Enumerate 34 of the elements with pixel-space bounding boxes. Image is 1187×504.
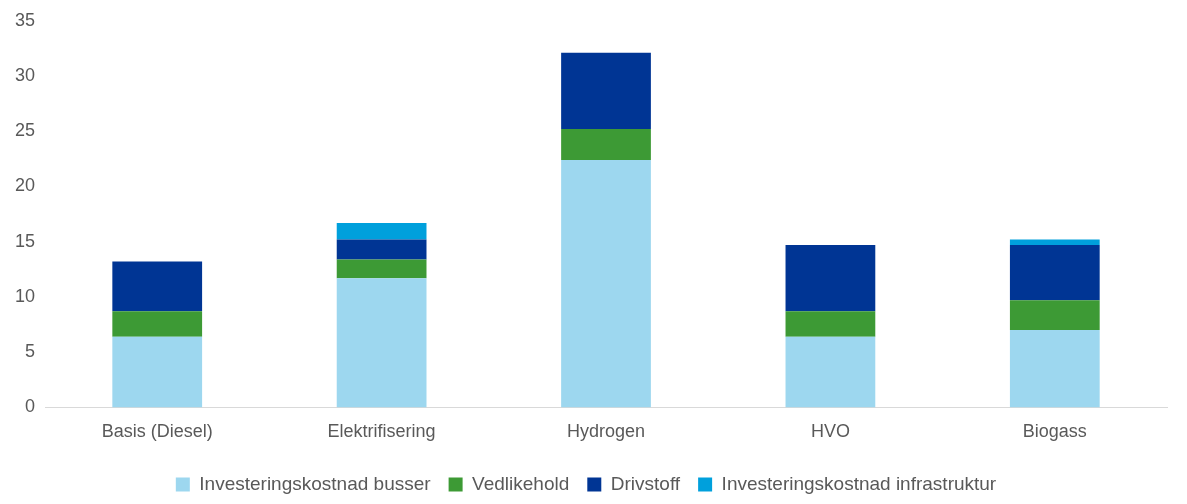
legend-label: Investeringskostnad infrastruktur (721, 472, 997, 494)
x-tick-label: Hydrogen (566, 421, 646, 442)
bar (785, 311, 876, 337)
y-tick-label: 15 (14, 230, 36, 251)
y-tick-label: 10 (14, 285, 36, 306)
x-tick-label: HVO (810, 421, 850, 442)
y-tick-label: 5 (25, 341, 36, 362)
y-tick-label: 30 (14, 65, 36, 85)
y-tick-label: 20 (14, 175, 36, 196)
bar (561, 52, 651, 130)
bar (1009, 330, 1100, 408)
x-tick-label: Elektrifisering (327, 421, 436, 442)
y-tick-label: 0 (25, 396, 36, 417)
bar (785, 245, 876, 312)
bar (561, 159, 651, 408)
bar (1009, 239, 1100, 246)
bar (336, 278, 427, 408)
x-tick-label: Basis (Diesel) (101, 421, 213, 442)
legend-label: Investeringskostnad busser (199, 472, 432, 494)
bar (112, 261, 203, 312)
bar (336, 239, 427, 260)
y-tick-label: 25 (14, 120, 36, 141)
bar (1009, 245, 1100, 301)
y-tick-label: 35 (14, 9, 36, 30)
x-tick-label: Biogass (1022, 421, 1087, 442)
bar (112, 311, 203, 337)
bar (336, 259, 427, 279)
bar (336, 222, 427, 240)
bar (561, 129, 651, 160)
legend-label: Drivstoff (610, 472, 681, 494)
bar (785, 336, 876, 408)
bar (1009, 300, 1100, 331)
legend-label: Vedlikehold (472, 472, 570, 494)
bar (112, 336, 203, 408)
